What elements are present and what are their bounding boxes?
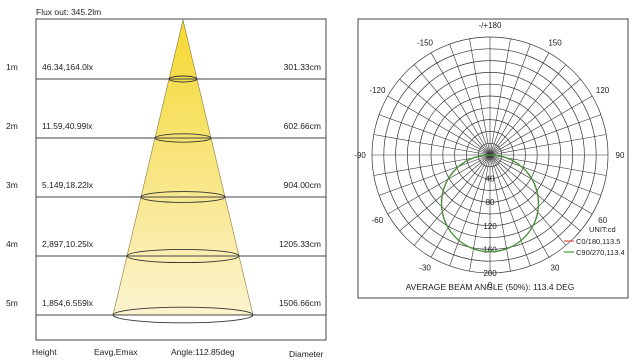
polar-angle-labels: -/+180 -150 150 -120 120 -90 90 -60 60 -30 30 0 <box>354 21 625 290</box>
footer-diameter-label: Diameter <box>289 349 324 359</box>
polar-spoke <box>489 154 601 196</box>
polar-angle-label: -120 <box>369 86 386 95</box>
polar-angle-label: 30 <box>551 264 560 273</box>
row-eavg-emax: 2,897,10.25lx <box>42 239 94 249</box>
polar-spoke <box>449 44 491 156</box>
polar-spoke <box>489 154 550 258</box>
polar-spoke <box>379 114 491 156</box>
polar-angle-label: -90 <box>354 151 366 160</box>
row-height-label: 2m <box>6 121 18 131</box>
polar-radial-label: 200 <box>483 269 497 278</box>
polar-grid <box>371 36 609 274</box>
row-diameter: 602.66cm <box>284 121 321 131</box>
polar-spoke <box>489 154 593 215</box>
row-height-label: 3m <box>6 180 18 190</box>
beam-ellipse <box>140 191 226 203</box>
row-diameter: 904.00cm <box>284 180 321 190</box>
polar-spoke <box>489 44 531 156</box>
polar-diagram: -/+180 -150 150 -120 120 -90 90 -60 60 -30 30 0 40 8… <box>354 18 629 299</box>
polar-angle-label: 60 <box>598 216 607 225</box>
cone-rows: 1m 46.34,164.0lx 301.33cm 2m 11.59,40.99lx 60… <box>6 62 326 324</box>
row-height-label: 1m <box>6 62 18 72</box>
polar-spoke <box>399 78 491 156</box>
cone-footer: Height Eavg,Emax Angle:112.85deg Diamete… <box>32 347 324 359</box>
legend-label-c0: C0/180,113.5 <box>576 237 620 246</box>
polar-angle-label: -30 <box>419 264 431 273</box>
row-eavg-emax: 11.59,40.99lx <box>42 121 93 131</box>
footer-height-label: Height <box>32 347 57 357</box>
cone-layer <box>112 19 254 316</box>
polar-spoke <box>489 154 567 246</box>
candela-curve <box>440 154 540 253</box>
polar-spoke <box>489 78 581 156</box>
row-diameter: 1205.33cm <box>279 239 321 249</box>
polar-spoke <box>489 38 511 156</box>
polar-spoke <box>489 114 601 156</box>
beam-angle-caption: AVERAGE BEAM ANGLE (50%): 113.4 DEG <box>406 282 575 292</box>
polar-spoke <box>489 64 567 156</box>
light-cone <box>112 19 254 316</box>
beam-ellipse <box>126 248 240 264</box>
polar-spoke <box>379 154 491 196</box>
polar-angle-label: 0 <box>488 281 493 290</box>
polar-spoke <box>430 52 491 156</box>
polar-spoke <box>489 95 593 156</box>
polar-spoke <box>413 154 491 246</box>
cone-diagram: Flux out: 345.2lm 1m 46.34,164.0lx 301.33c… <box>6 7 327 359</box>
polar-spoke <box>430 154 491 258</box>
row-height-label: 5m <box>6 298 18 308</box>
polar-spoke <box>469 154 491 272</box>
polar-spoke <box>489 134 607 156</box>
flux-out-label: Flux out: 345.2lm <box>36 7 101 17</box>
legend-label-c90: C90/270,113.4 <box>576 248 625 257</box>
polar-legend: UNIT:cd C0/180,113.5 C90/270,113.4 <box>564 225 625 257</box>
polar-spoke <box>387 95 491 156</box>
polar-spoke <box>489 154 511 272</box>
polar-radial-label: 40 <box>486 175 495 184</box>
polar-spoke <box>489 52 550 156</box>
row-eavg-emax: 1,854,6.559lx <box>42 298 94 308</box>
polar-angle-label: 120 <box>596 86 610 95</box>
row-height-label: 4m <box>6 239 18 249</box>
beam-ellipse <box>154 133 212 143</box>
row-eavg-emax: 46.34,164.0lx <box>42 62 94 72</box>
polar-radial-label: 120 <box>483 222 497 231</box>
polar-spoke <box>387 154 491 215</box>
polar-angle-label: 150 <box>548 38 562 47</box>
polar-spoke <box>489 154 531 266</box>
row-diameter: 301.33cm <box>284 62 321 72</box>
polar-angle-label: -/+180 <box>479 21 502 30</box>
footer-eavg-label: Eavg,Emax <box>94 347 138 357</box>
polar-angle-label: -150 <box>417 38 434 47</box>
polar-frame <box>357 18 629 299</box>
cone-frame <box>35 18 327 341</box>
polar-spoke <box>449 154 491 266</box>
polar-angle-label: -60 <box>372 216 384 225</box>
footer-angle-label: Angle:112.85deg <box>171 347 235 357</box>
polar-radial-label: 80 <box>486 198 495 207</box>
unit-label: UNIT:cd <box>589 225 616 234</box>
polar-spoke <box>489 154 581 232</box>
polar-spoke <box>469 38 491 156</box>
beam-ellipse <box>112 306 254 324</box>
polar-curves <box>440 154 540 253</box>
polar-angle-label: 90 <box>616 151 625 160</box>
polar-spoke <box>373 134 491 156</box>
polar-spoke <box>399 154 491 232</box>
polar-radial-labels: 40 80 120 160 200 <box>483 175 497 278</box>
row-eavg-emax: 5.149,18.22lx <box>42 180 94 190</box>
polar-spoke <box>413 64 491 156</box>
row-diameter: 1506.66cm <box>279 298 321 308</box>
polar-radial-label: 160 <box>483 245 497 254</box>
beam-ellipse <box>168 75 198 83</box>
